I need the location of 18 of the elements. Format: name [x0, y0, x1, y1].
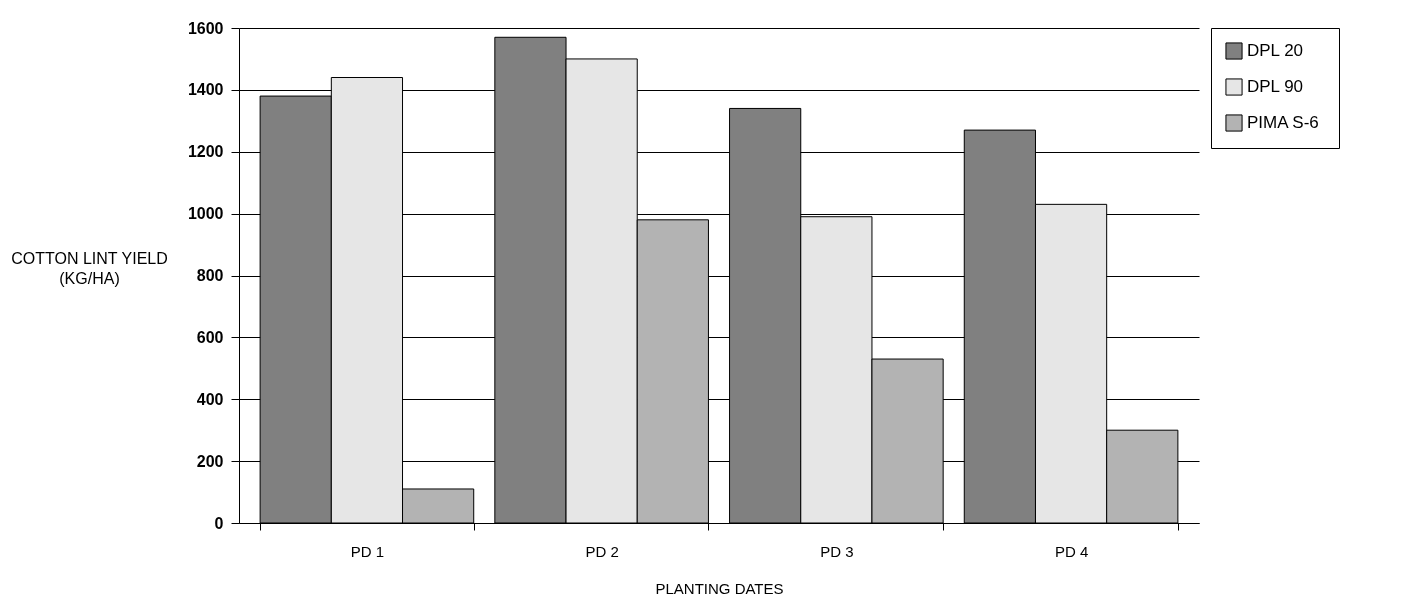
legend-label: DPL 90	[1247, 77, 1304, 96]
x-tick-label: PD 1	[350, 542, 385, 560]
y-tick-label: 400	[196, 390, 224, 408]
y-axis-title: COTTON LINT YIELD (KG/HA)	[11, 249, 168, 287]
x-tick-label: PD 4	[1054, 542, 1089, 560]
y-tick-label: 600	[196, 328, 224, 346]
x-axis-title: PLANTING DATES	[655, 579, 784, 597]
y-tick-label: 0	[214, 514, 224, 532]
y-tick-label: 1200	[187, 143, 224, 161]
x-tick-label: PD 2	[585, 542, 619, 560]
y-tick-label: 1600	[187, 19, 224, 37]
y-tick-label: 1400	[187, 81, 224, 99]
legend-label: DPL 20	[1247, 41, 1304, 60]
y-tick-label: 800	[196, 267, 224, 284]
y-tick-label: 200	[196, 452, 224, 470]
x-tick-label: PD 3	[820, 542, 854, 560]
legend-label: PIMA S-6	[1247, 113, 1319, 132]
y-tick-label: 1000	[187, 205, 224, 223]
